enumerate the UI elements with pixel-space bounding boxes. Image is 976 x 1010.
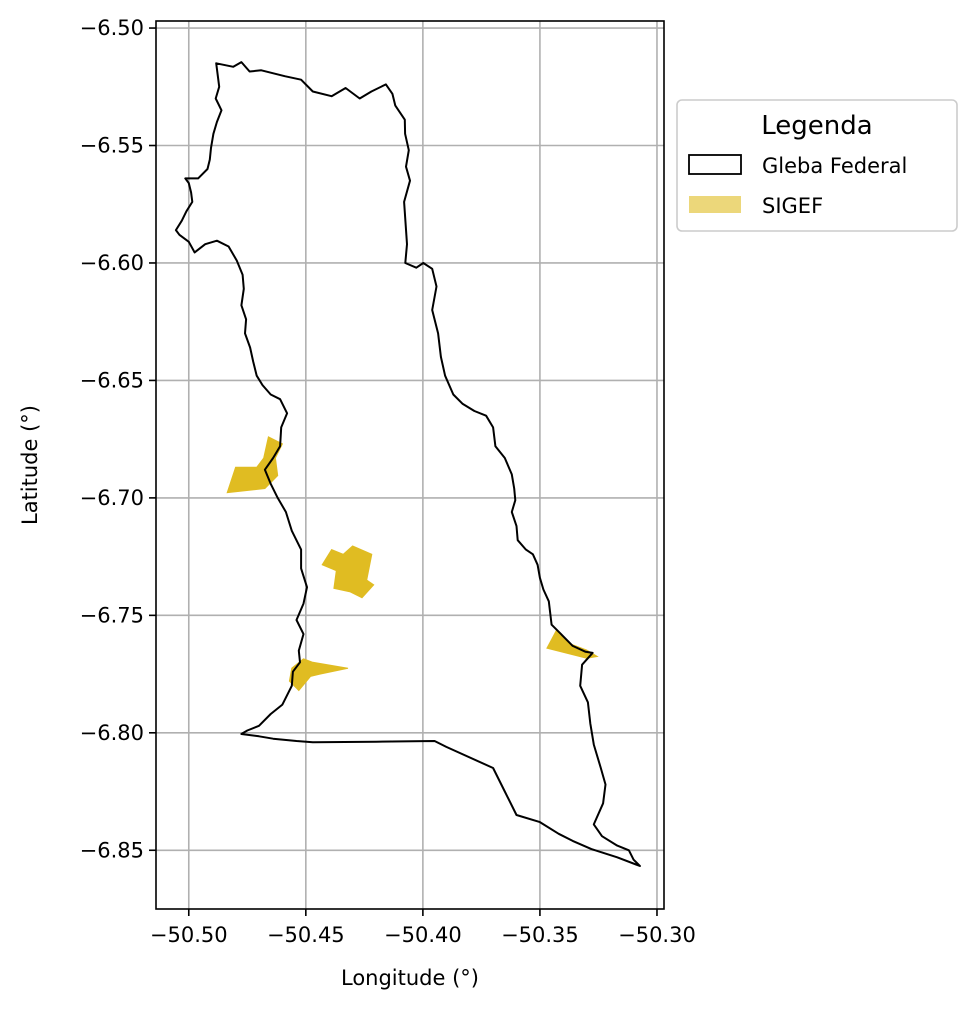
legend: Legenda Gleba Federal SIGEF [676,99,958,232]
grid-lines [156,21,664,909]
gleba-federal-boundary [174,61,641,867]
plot-frame [155,20,665,910]
y-tick-label: −6.70 [80,486,144,510]
x-tick-label: −50.50 [150,923,228,947]
y-tick-label: −6.80 [80,721,144,745]
map-layers [174,61,641,867]
y-tick-label: −6.65 [80,368,144,392]
y-axis-label: Latitude (°) [18,405,42,525]
x-tick-label: −50.40 [384,923,462,947]
legend-title: Legenda [761,111,872,141]
legend-box [676,99,958,232]
y-axis-ticks: −6.50 −6.55 −6.60 −6.65 −6.70 −6.75 −6.80 −6.85 [80,16,156,862]
x-axis-label: Longitude (°) [341,966,479,990]
y-tick-label: −6.50 [80,16,144,40]
legend-swatch-sigef [689,196,741,213]
sigef-parcel [321,545,375,599]
x-tick-label: −50.45 [267,923,345,947]
sigef-parcel [226,436,284,494]
y-tick-label: −6.60 [80,251,144,275]
y-tick-label: −6.55 [80,134,144,158]
legend-label-gleba-federal: Gleba Federal [762,154,907,178]
y-tick-label: −6.75 [80,603,144,627]
x-tick-label: −50.30 [618,923,696,947]
x-tick-label: −50.35 [501,923,579,947]
x-axis-ticks: −50.50 −50.45 −50.40 −50.35 −50.30 [150,909,696,947]
legend-label-sigef: SIGEF [762,194,823,218]
legend-swatch-gleba-federal [688,154,742,175]
y-tick-label: −6.85 [80,838,144,862]
